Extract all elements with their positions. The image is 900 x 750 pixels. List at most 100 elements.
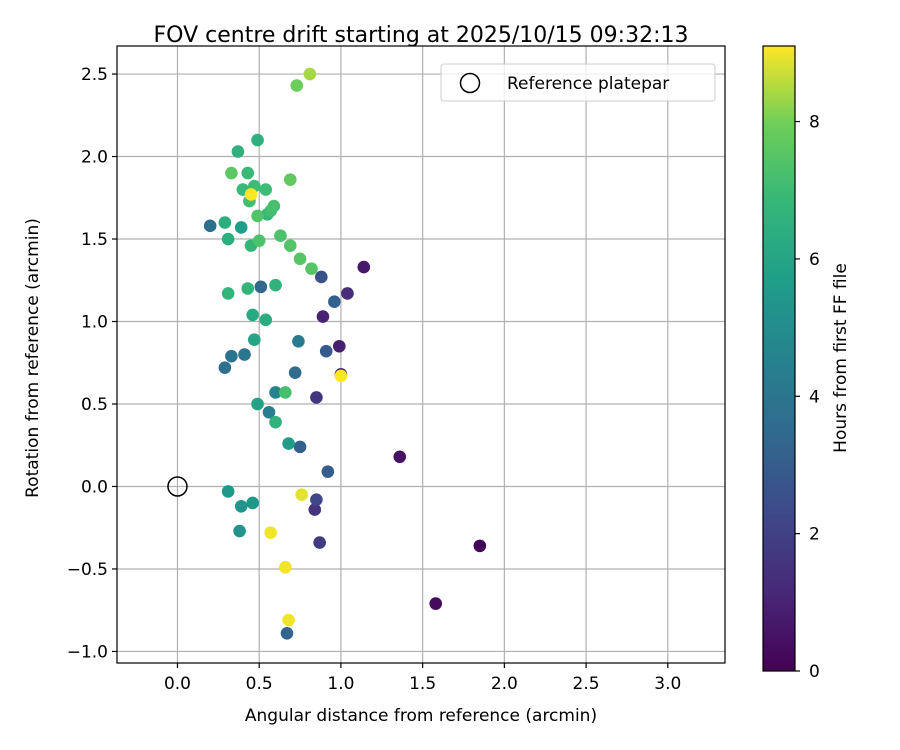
y-tick-label: 2.0 xyxy=(81,148,108,168)
colorbar-tick-label: 4 xyxy=(809,387,820,407)
scatter-point xyxy=(246,496,259,510)
y-tick-label: −0.5 xyxy=(67,560,108,580)
scatter-point xyxy=(262,405,276,419)
scatter-point xyxy=(269,386,282,399)
scatter-point xyxy=(218,361,232,374)
x-tick-label: 0.5 xyxy=(246,674,273,694)
scatter-point xyxy=(393,450,407,464)
y-tick-label: 2.5 xyxy=(81,65,108,85)
scatter-point xyxy=(246,308,259,322)
colorbar-tick-label: 2 xyxy=(809,525,820,545)
x-tick-label: 1.0 xyxy=(327,674,354,694)
scatter-point xyxy=(316,310,330,323)
scatter-point xyxy=(303,67,317,81)
scatter-point xyxy=(282,437,295,450)
scatter-points xyxy=(203,67,487,640)
scatter-point xyxy=(357,260,371,274)
scatter-point xyxy=(244,188,258,201)
x-tick-label: 3.0 xyxy=(654,674,681,694)
scatter-point xyxy=(308,503,322,516)
scatter-point xyxy=(241,282,255,295)
legend: Reference platepar xyxy=(440,63,716,102)
scatter-point xyxy=(429,597,443,610)
x-axis-ticks: 0.0 0.5 1.0 1.5 2.0 2.5 3.0 xyxy=(164,663,681,694)
scatter-point xyxy=(313,536,326,549)
scatter-point xyxy=(293,440,307,454)
y-axis-ticks: −1.0 −0.5 0.0 0.5 1.0 1.5 2.0 2.5 xyxy=(67,65,117,662)
scatter-point xyxy=(234,499,248,513)
scatter-point xyxy=(247,333,261,346)
scatter-point xyxy=(259,313,273,327)
scatter-point xyxy=(321,465,335,478)
plot-area: 0.0 0.5 1.0 1.5 2.0 2.5 3.0 −1.0 −0.5 0.0 0.5 1.0 1… xyxy=(67,45,726,694)
colorbar-tick-label: 8 xyxy=(809,113,820,133)
scatter-point xyxy=(280,627,294,640)
y-tick-label: 0.5 xyxy=(81,395,108,415)
y-tick-label: 1.5 xyxy=(81,230,108,250)
scatter-point xyxy=(252,234,266,247)
plot-background xyxy=(117,46,725,663)
scatter-point xyxy=(221,485,235,498)
colorbar-tick-label: 6 xyxy=(809,250,820,270)
scatter-point xyxy=(310,493,323,506)
scatter-point xyxy=(293,252,307,266)
scatter-point xyxy=(241,166,255,180)
x-tick-label: 1.5 xyxy=(409,674,436,694)
colorbar-frame xyxy=(762,45,796,672)
scatter-point xyxy=(310,391,323,404)
legend-box xyxy=(440,63,716,102)
scatter-point xyxy=(290,79,304,92)
chart-title: FOV centre drift starting at 2025/10/15 … xyxy=(154,23,689,48)
scatter-point xyxy=(231,145,245,158)
scatter-point xyxy=(279,561,292,574)
scatter-point xyxy=(305,262,318,276)
scatter-point xyxy=(282,613,295,627)
scatter-point xyxy=(334,369,348,383)
scatter-point xyxy=(473,539,487,553)
scatter-point xyxy=(295,488,308,502)
colorbar-label: Hours from first FF file xyxy=(831,263,851,453)
x-tick-label: 0.0 xyxy=(164,674,191,694)
y-axis-label: Rotation from reference (arcmin) xyxy=(23,218,43,498)
x-tick-label: 2.0 xyxy=(491,674,518,694)
scatter-point xyxy=(251,133,264,147)
scatter-point xyxy=(225,166,238,180)
reference-platepar-marker xyxy=(167,476,188,497)
scatter-point xyxy=(221,287,235,300)
scatter-point xyxy=(328,295,341,309)
scatter-point xyxy=(233,524,246,538)
scatter-point xyxy=(315,270,328,284)
scatter-point xyxy=(274,229,287,243)
x-tick-label: 2.5 xyxy=(573,674,600,694)
scatter-point xyxy=(238,348,251,361)
colorbar-gradient xyxy=(763,46,795,671)
scatter-point xyxy=(341,287,354,300)
scatter-point xyxy=(267,199,281,213)
scatter-point xyxy=(269,415,282,429)
plot-frame xyxy=(116,45,726,664)
scatter-point xyxy=(269,278,282,292)
scatter-point xyxy=(292,335,305,348)
scatter-point xyxy=(221,232,235,246)
scatter-point xyxy=(264,526,277,539)
scatter-point xyxy=(234,221,248,234)
scatter-point xyxy=(283,239,297,252)
scatter-point xyxy=(259,183,273,196)
scatter-point xyxy=(254,280,268,294)
scatter-point xyxy=(288,366,302,379)
grid-lines xyxy=(117,46,725,663)
scatter-point xyxy=(251,397,264,411)
scatter-point xyxy=(283,173,297,186)
colorbar: 0 2 4 6 8 Hours from first FF file xyxy=(762,45,851,682)
legend-entry-reference-platepar: Reference platepar xyxy=(507,74,669,94)
scatter-point xyxy=(332,339,346,353)
scatter-point xyxy=(203,219,217,233)
colorbar-tick-label: 0 xyxy=(809,662,820,682)
y-tick-label: −1.0 xyxy=(67,642,108,662)
scatter-point xyxy=(319,344,333,358)
y-tick-label: 1.0 xyxy=(81,313,108,333)
legend-reference-marker xyxy=(459,72,481,94)
scatter-point xyxy=(251,209,264,223)
colorbar-ticks: 0 2 4 6 8 xyxy=(795,113,820,682)
